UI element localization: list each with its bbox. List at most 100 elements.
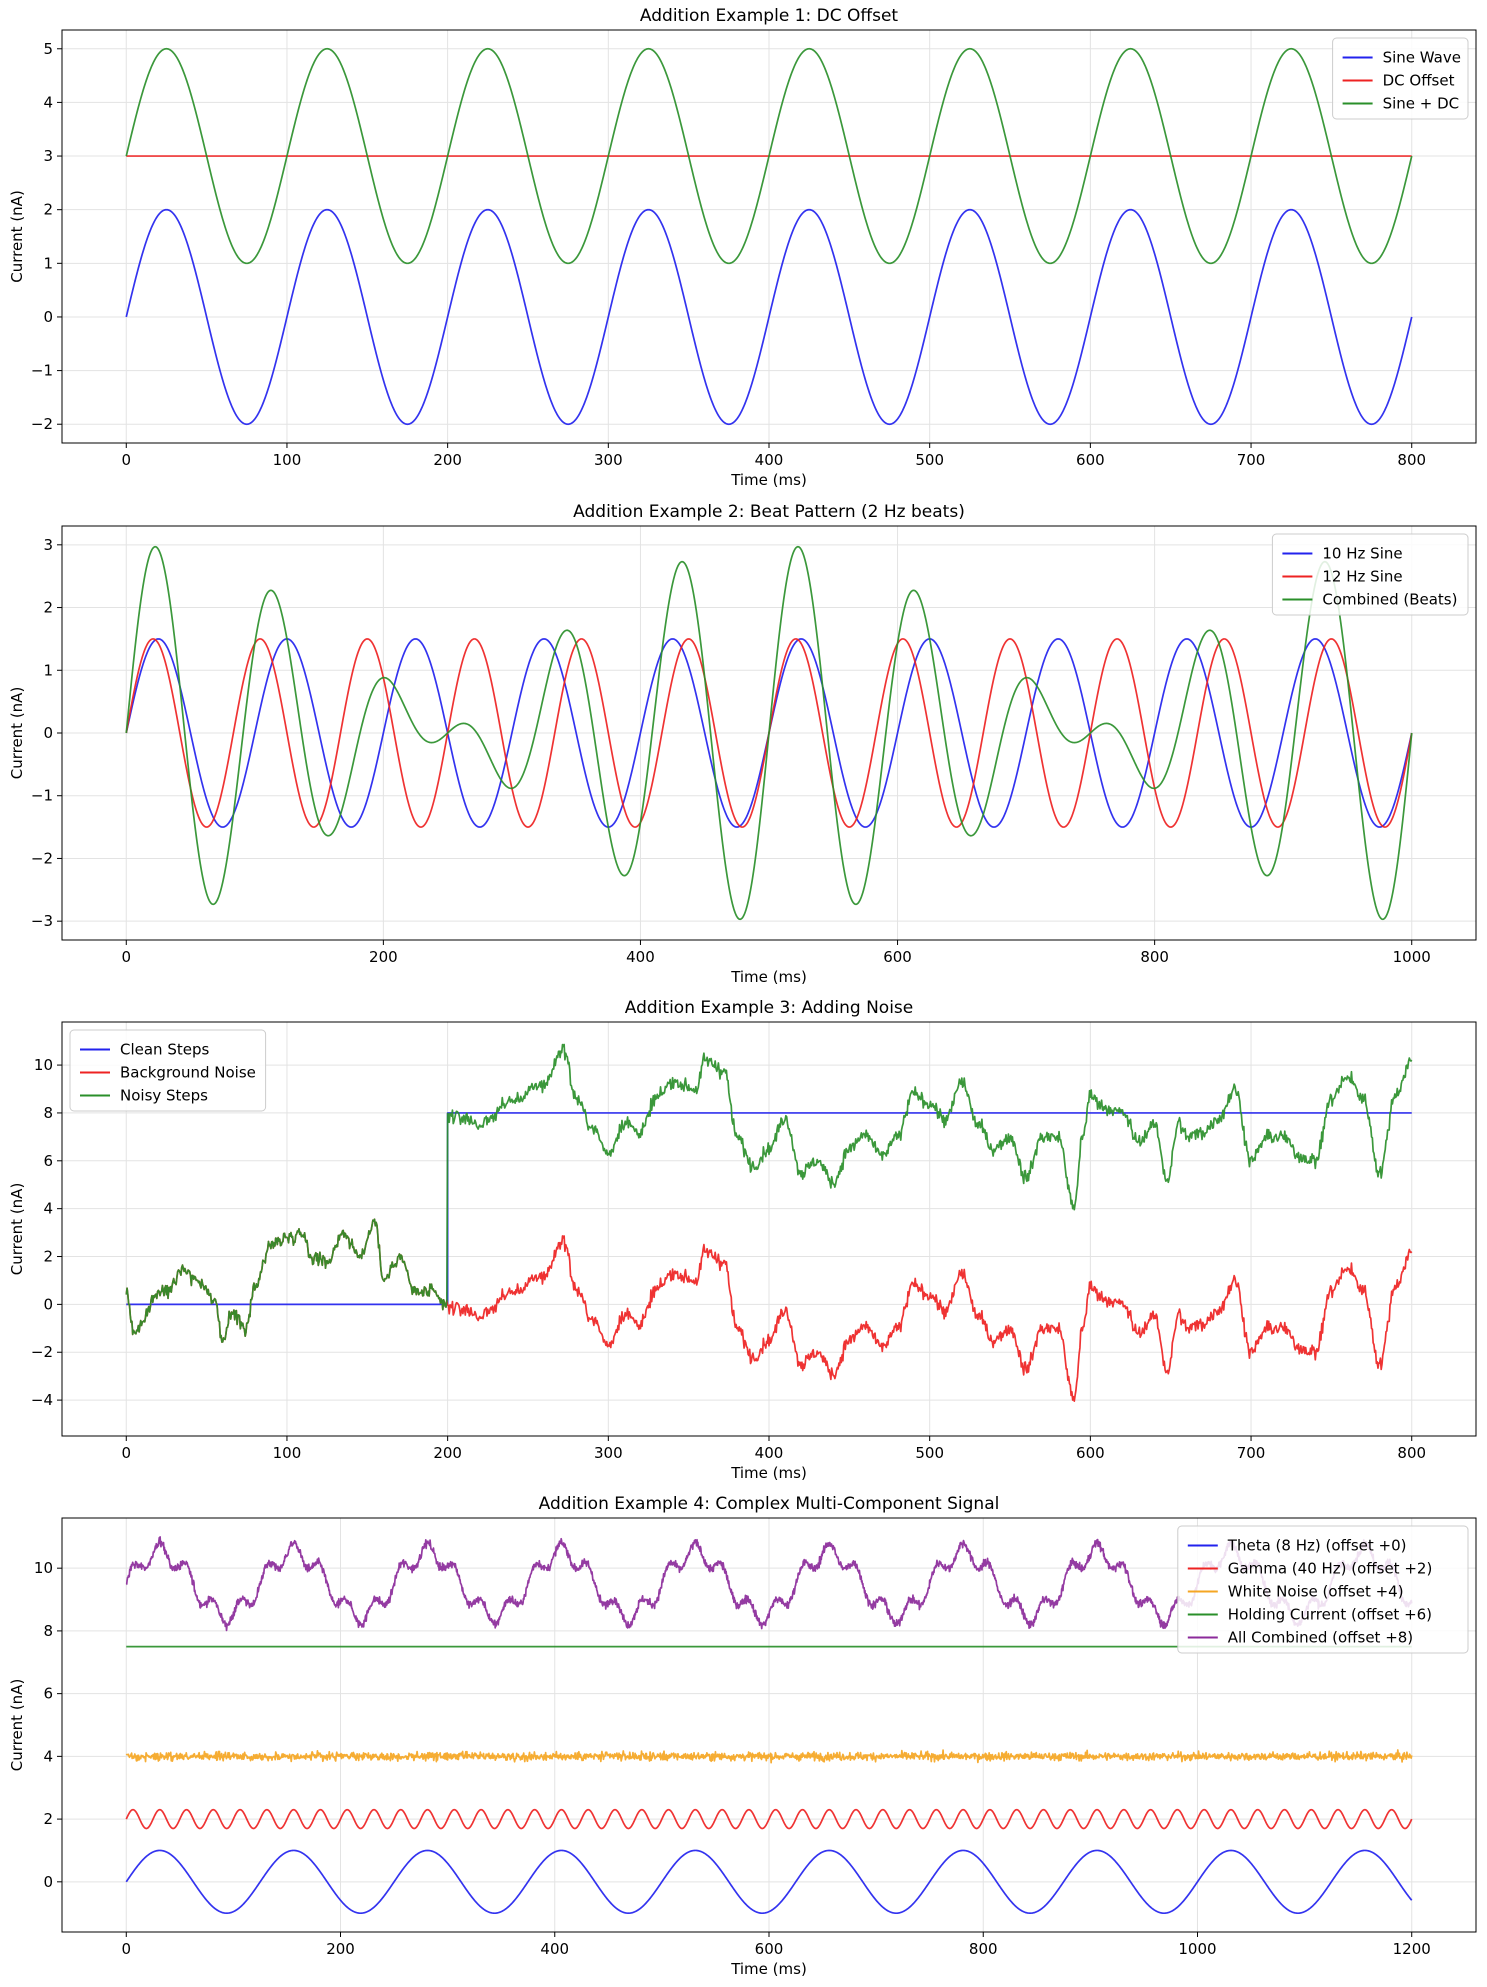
x-tick-label: 600 — [1076, 451, 1105, 469]
x-tick-label: 300 — [594, 1444, 623, 1462]
x-tick-label: 700 — [1237, 1444, 1266, 1462]
x-tick-label: 800 — [969, 1940, 998, 1958]
legend: Clean Steps Background Noise Noisy Steps — [69, 1029, 267, 1112]
y-axis-label: Current (nA) — [8, 1679, 26, 1772]
y-tick-label: 0 — [43, 308, 53, 326]
x-tick-label: 400 — [755, 1444, 784, 1462]
legend: Sine Wave DC Offset Sine + DC — [1332, 37, 1469, 120]
y-tick-label: 6 — [43, 1152, 53, 1170]
legend-label: Theta (8 Hz) (offset +0) — [1227, 1537, 1407, 1555]
y-tick-label: 4 — [43, 1747, 53, 1765]
legend: Theta (8 Hz) (offset +0) Gamma (40 Hz) (o… — [1177, 1525, 1469, 1654]
series-line-3 — [125, 545, 1413, 921]
chart-panel-3: 0 100 200 300 400 500 600 700 800 −4 −2 0 2 4 6 8 10 Addi… — [8, 998, 1477, 1482]
legend-label: Noisy Steps — [120, 1087, 208, 1105]
y-tick-label: 3 — [43, 536, 53, 554]
legend-box — [69, 1029, 267, 1112]
x-axis-label: Time (ms) — [730, 1960, 807, 1978]
y-tick-label: −3 — [31, 912, 53, 930]
x-tick-label: 600 — [883, 948, 912, 966]
x-axis-label: Time (ms) — [730, 471, 807, 489]
y-tick-label: −2 — [31, 849, 53, 867]
x-tick-label: 300 — [594, 451, 623, 469]
legend-label: Sine + DC — [1383, 95, 1460, 113]
legend-label: Background Noise — [120, 1064, 256, 1082]
y-tick-label: 2 — [43, 201, 53, 219]
y-tick-label: 4 — [43, 93, 53, 111]
x-tick-label: 800 — [1397, 451, 1426, 469]
x-tick-label: 800 — [1140, 948, 1169, 966]
y-tick-label: −2 — [31, 1343, 53, 1361]
y-tick-label: −1 — [31, 362, 53, 380]
x-tick-label: 200 — [433, 451, 462, 469]
legend-label: DC Offset — [1383, 72, 1455, 90]
chart-panel-4: 0 200 400 600 800 1000 1200 0 2 4 6 8 10 Addition Exa… — [8, 1494, 1477, 1978]
y-tick-label: −2 — [31, 415, 53, 433]
chart-title: Addition Example 3: Adding Noise — [625, 998, 913, 1018]
y-axis-label: Current (nA) — [8, 190, 26, 283]
y-tick-label: 0 — [43, 1873, 53, 1891]
chart-panel-2: 0 200 400 600 800 1000 −3 −2 −1 0 1 2 3 Addition Exam… — [8, 502, 1477, 986]
y-tick-label: 10 — [34, 1056, 53, 1074]
x-tick-label: 200 — [433, 1444, 462, 1462]
y-tick-label: 2 — [43, 1810, 53, 1828]
series-line-3 — [125, 47, 1413, 265]
y-tick-label: 5 — [43, 40, 53, 58]
legend-label: Holding Current (offset +6) — [1228, 1606, 1432, 1624]
x-tick-label: 100 — [273, 1444, 302, 1462]
x-tick-label: 0 — [121, 1940, 131, 1958]
x-tick-label: 500 — [915, 1444, 944, 1462]
x-tick-label: 0 — [121, 1444, 131, 1462]
legend-box — [1177, 1525, 1469, 1654]
series-line-1 — [125, 208, 1413, 426]
y-tick-label: 1 — [43, 254, 53, 272]
x-tick-label: 400 — [755, 451, 784, 469]
x-tick-label: 200 — [326, 1940, 355, 1958]
legend-label: Gamma (40 Hz) (offset +2) — [1228, 1560, 1433, 1578]
series-line-1 — [125, 1849, 1413, 1915]
y-tick-label: 8 — [43, 1622, 53, 1640]
x-tick-label: 1000 — [1393, 948, 1431, 966]
y-tick-label: 2 — [43, 599, 53, 617]
legend-label: All Combined (offset +8) — [1228, 1629, 1413, 1647]
x-tick-label: 1000 — [1178, 1940, 1216, 1958]
x-tick-label: 700 — [1237, 451, 1266, 469]
legend-label: Combined (Beats) — [1322, 591, 1457, 609]
y-tick-label: 0 — [43, 1295, 53, 1313]
y-tick-label: 2 — [43, 1248, 53, 1266]
x-tick-label: 600 — [755, 1940, 784, 1958]
legend-label: Clean Steps — [120, 1041, 209, 1059]
chart-panel-1: 0 100 200 300 400 500 600 700 800 −2 −1 0 1 2 3 4 5 Addit… — [8, 6, 1477, 489]
chart-title: Addition Example 1: DC Offset — [640, 6, 898, 26]
y-tick-label: −4 — [31, 1391, 53, 1409]
x-tick-label: 200 — [369, 948, 398, 966]
legend-label: White Noise (offset +4) — [1228, 1583, 1404, 1601]
series-line-3 — [125, 1749, 1413, 1764]
x-tick-label: 0 — [121, 948, 131, 966]
x-tick-label: 600 — [1076, 1444, 1105, 1462]
y-tick-label: 0 — [43, 724, 53, 742]
y-tick-label: 6 — [43, 1685, 53, 1703]
y-tick-label: 8 — [43, 1104, 53, 1122]
legend-label: 12 Hz Sine — [1322, 568, 1402, 586]
y-axis-label: Current (nA) — [8, 1183, 26, 1276]
chart-title: Addition Example 2: Beat Pattern (2 Hz b… — [573, 502, 965, 522]
chart-title: Addition Example 4: Complex Multi-Compon… — [539, 1494, 1000, 1514]
y-tick-label: 10 — [34, 1559, 53, 1577]
y-tick-label: −1 — [31, 787, 53, 805]
x-tick-label: 0 — [121, 451, 131, 469]
legend-label: 10 Hz Sine — [1322, 545, 1402, 563]
series-line-2 — [125, 1808, 1413, 1830]
x-tick-label: 400 — [540, 1940, 569, 1958]
y-tick-label: 3 — [43, 147, 53, 165]
y-tick-label: 4 — [43, 1200, 53, 1218]
x-tick-label: 1200 — [1393, 1940, 1431, 1958]
legend: 10 Hz Sine 12 Hz Sine Combined (Beats) — [1271, 533, 1469, 616]
y-tick-label: 1 — [43, 661, 53, 679]
series-line-3 — [125, 1043, 1413, 1343]
x-axis-label: Time (ms) — [730, 968, 807, 986]
y-axis-label: Current (nA) — [8, 687, 26, 780]
legend-box — [1271, 533, 1469, 616]
x-tick-label: 500 — [915, 451, 944, 469]
